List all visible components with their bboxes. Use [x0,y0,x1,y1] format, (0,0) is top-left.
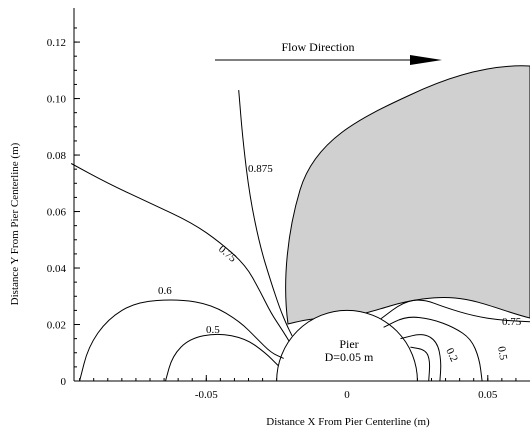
y-tick-label: 0.08 [47,150,67,162]
y-tick-label: 0.12 [47,37,66,49]
pier-label: Pier [339,337,358,351]
flow-arrow: Flow Direction [215,40,442,65]
contour-label: 0.6 [158,285,172,297]
contour-line [238,90,293,337]
contour-line [380,299,530,323]
contour-label: 0.875 [248,163,273,175]
pier-layer [276,310,418,382]
shaded-region [285,65,530,325]
contour-label: 0.5 [206,324,220,336]
flow-arrow-head [410,55,442,65]
contour-line [70,163,290,342]
pier-semicircle [276,310,418,382]
y-tick-label: 0.10 [47,94,67,106]
y-tick-label: 0 [61,376,67,388]
contour-label: 0.2 [443,346,460,364]
x-tick-label: -0.05 [195,389,218,401]
contour-label: 0.75 [502,316,522,328]
contour-label: 0.75 [216,243,239,265]
x-tick-label: 0.05 [478,389,498,401]
x-tick-label: 0 [344,389,350,401]
contour-label: 0.5 [495,345,509,361]
pier-text: Pier D=0.05 m [325,337,374,364]
y-tick-label: 0.04 [47,263,67,275]
axes: 0 0.02 0.04 0.06 0.08 0.10 0.12 -0.05 0 0.05 [47,8,530,401]
x-axis-label: Distance X From Pier Centerline (m) [266,416,430,428]
shaded-region-layer [285,65,530,325]
contour-line [410,346,431,382]
y-tick-label: 0.06 [47,207,67,219]
contour-line [165,333,279,382]
contour-line [79,299,284,382]
contour-line [383,316,483,382]
flow-direction-label: Flow Direction [282,40,355,54]
pier-diameter-label: D=0.05 m [325,350,374,364]
y-tick-label: 0.02 [47,320,66,332]
y-axis-label: Distance Y From Pier Centerline (m) [9,142,21,305]
contour-line [400,334,442,382]
